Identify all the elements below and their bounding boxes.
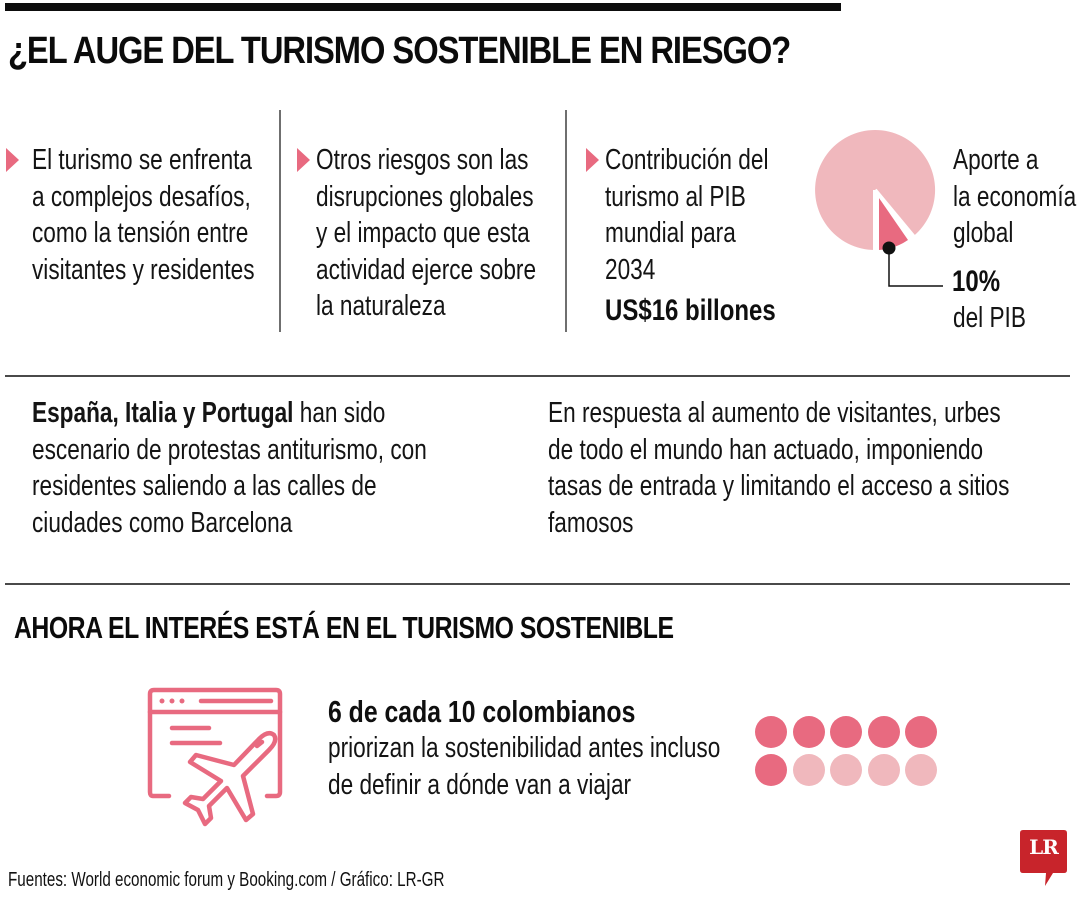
col1-line: a complejos desafíos,: [32, 180, 251, 213]
middle-right-line: famosos: [548, 506, 634, 539]
dot-filled: [830, 716, 862, 748]
stat-description: priorizan la sostenibilidad antes inclus…: [328, 730, 720, 803]
middle-left-line: ciudades como Barcelona: [32, 506, 293, 539]
leader-line: [888, 248, 943, 287]
stat-line: priorizan la sostenibilidad antes inclus…: [328, 732, 721, 764]
dot-empty: [830, 754, 862, 786]
bullet-triangle-icon: [586, 148, 599, 172]
speech-bubble-icon: [1020, 830, 1067, 886]
dot-filled: [755, 716, 787, 748]
pie-label-line: global: [953, 217, 1014, 249]
col3-line: mundial para: [605, 217, 736, 249]
pie-label: Aporte a la economía global: [953, 142, 1076, 252]
browser-airplane-icon: [147, 687, 283, 827]
source-credit: Fuentes: World economic forum y Booking.…: [8, 869, 445, 891]
section-subtitle: AHORA EL INTERÉS ESTÁ EN EL TURISMO SOST…: [14, 610, 674, 645]
middle-right-line: En respuesta al aumento de visitantes, u…: [548, 397, 1001, 429]
middle-left-line: residentes saliendo a las calles de: [32, 470, 377, 502]
dot-filled: [867, 716, 900, 748]
middle-right-text: En respuesta al aumento de visitantes, u…: [548, 395, 1009, 541]
col3-line: turismo al PIB: [605, 180, 746, 213]
stat-headline: 6 de cada 10 colombianos: [328, 694, 636, 729]
col2-line: y el impacto que esta: [316, 217, 530, 249]
bullet-triangle-icon: [6, 148, 19, 172]
pie-label-line: la economía: [953, 180, 1077, 213]
section-divider: [5, 583, 1070, 585]
col3-line: 2034: [605, 253, 656, 286]
dot-empty: [867, 754, 900, 786]
column-divider: [565, 110, 567, 332]
col3-line: Contribución del: [605, 144, 769, 176]
bullet-triangle-icon: [297, 148, 310, 172]
gdp-pie-chart: [815, 130, 943, 287]
col2-line: Otros riesgos son las: [316, 144, 529, 176]
col1-line: visitantes y residentes: [32, 253, 255, 286]
col2-line: actividad ejerce sobre: [316, 253, 537, 286]
col2-text: Otros riesgos son las disrupciones globa…: [316, 142, 536, 325]
middle-left-line: España, Italia y Portugal han sido: [32, 397, 386, 429]
col1-text: El turismo se enfrenta a complejos desaf…: [32, 142, 255, 288]
stat-line: de definir a dónde van a viajar: [328, 768, 632, 801]
middle-right-line: tasas de entrada y limitando el acceso a…: [548, 470, 1010, 502]
col1-line: como la tensión entre: [32, 217, 249, 249]
pictogram-dots: [755, 716, 945, 792]
logo-text: LR: [1029, 835, 1059, 859]
dot-empty: [792, 754, 825, 786]
dot-filled: [755, 754, 787, 786]
pie-percent-caption: del PIB: [953, 302, 1026, 334]
middle-right-line: de todo el mundo han actuado, imponiendo: [548, 433, 984, 466]
pie-percent: 10%: [952, 265, 1001, 298]
pie-label-line: Aporte a: [953, 144, 1039, 176]
col2-line: disrupciones globales: [316, 180, 534, 213]
col1-line: El turismo se enfrenta: [32, 144, 253, 176]
middle-left-text: España, Italia y Portugal han sido escen…: [32, 395, 427, 541]
column-divider: [279, 110, 281, 332]
page-title: ¿EL AUGE DEL TURISMO SOSTENIBLE EN RIESG…: [8, 30, 791, 72]
header-bar: [5, 3, 841, 11]
section-divider: [5, 375, 1070, 377]
gdp-value: US$16 billones: [605, 294, 776, 327]
dot-filled: [905, 716, 937, 748]
pie-slice-tourism: [879, 198, 908, 250]
lr-logo: LR: [1020, 829, 1070, 889]
highlight-countries: España, Italia y Portugal: [32, 397, 294, 429]
dot-filled: [792, 716, 825, 748]
middle-left-line: escenario de protestas antiturismo, con: [32, 433, 427, 466]
col3-text: Contribución del turismo al PIB mundial …: [605, 142, 768, 288]
col2-line: la naturaleza: [316, 290, 446, 322]
dot-empty: [905, 754, 937, 786]
